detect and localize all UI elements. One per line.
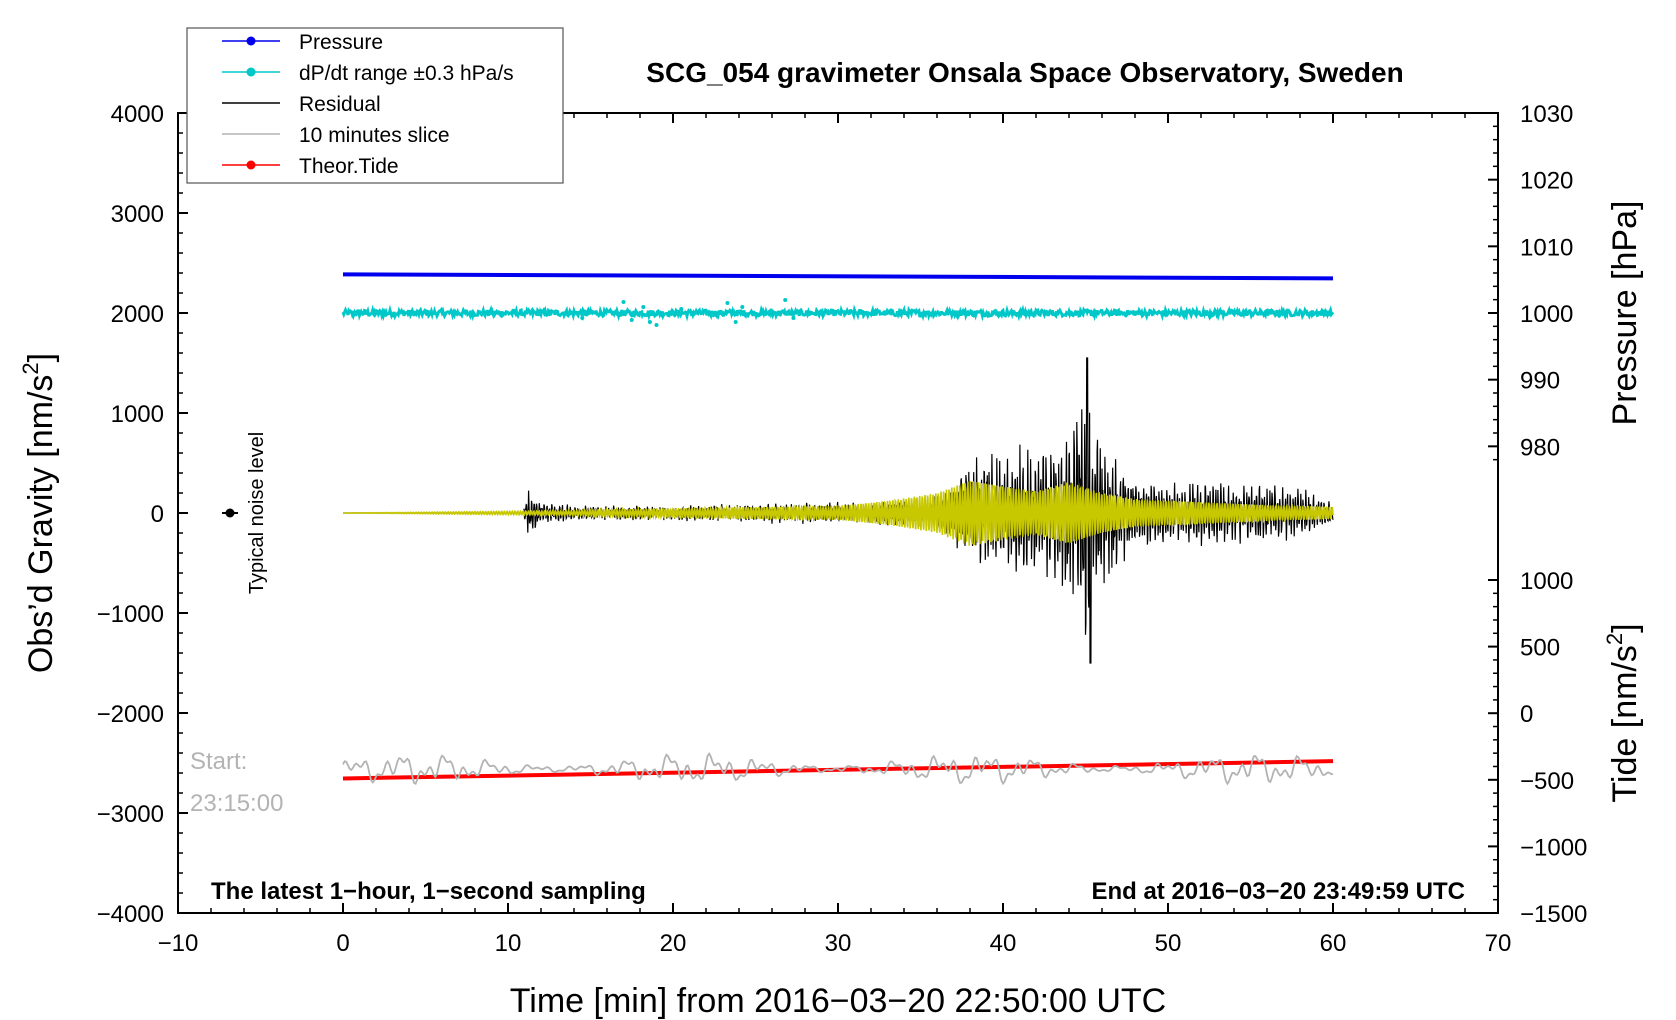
legend-marker-4 <box>246 160 256 170</box>
dpdt-point-10 <box>580 316 585 320</box>
noise-marker: Typical noise level <box>222 432 268 594</box>
y-left-tick-label-7: −3000 <box>97 801 164 828</box>
tide-label-tail: ] <box>1606 623 1644 632</box>
legend-label-4: Theor.Tide <box>299 155 399 178</box>
pressure-tick-label-5: 980 <box>1520 434 1560 461</box>
pressure-line <box>342 272 1334 281</box>
start-time: 23:15:00 <box>190 790 283 817</box>
y-left-tick-label-2: 2000 <box>111 301 164 328</box>
chart-title: SCG_054 gravimeter Onsala Space Observat… <box>646 57 1403 88</box>
x-axis-ticks: −10 0 10 20 30 40 50 60 70 <box>158 113 1512 957</box>
tide-tick-label-0: 1000 <box>1520 568 1573 595</box>
pressure-tick-label-3: 1000 <box>1520 301 1573 328</box>
dpdt-point-1 <box>629 318 634 322</box>
dpdt-point-2 <box>641 305 646 309</box>
x-tick-label-8: 70 <box>1485 930 1512 957</box>
x-axis-label: Time [min] from 2016−03−20 22:50:00 UTC <box>510 982 1166 1020</box>
pressure-tick-label-1: 1020 <box>1520 168 1573 195</box>
y-left-tick-label-4: 0 <box>151 501 164 528</box>
legend-label-3: 10 minutes slice <box>299 124 450 147</box>
noise-dot <box>225 508 235 518</box>
filtered-line <box>343 481 1334 546</box>
dpdt-point-4 <box>654 323 659 327</box>
x-tick-label-4: 30 <box>825 930 852 957</box>
legend-label-0: Pressure <box>299 31 383 54</box>
dpdt-point-0 <box>621 300 626 304</box>
y-left-tick-label-8: −4000 <box>97 901 164 928</box>
y-left-tick-label-6: −2000 <box>97 701 164 728</box>
x-tick-label-6: 50 <box>1155 930 1182 957</box>
legend: Pressure dP/dt range ±0.3 hPa/s Residual 10… <box>186 27 564 184</box>
pressure-tick-label-4: 990 <box>1520 368 1560 395</box>
y-left-label-sup: 2 <box>18 362 43 374</box>
x-tick-label-2: 10 <box>495 930 522 957</box>
legend-marker-0 <box>246 36 256 46</box>
x-tick-label-3: 20 <box>660 930 687 957</box>
tide-label-main: Tide [nm/s <box>1606 645 1644 802</box>
tide-label-sup: 2 <box>1602 633 1627 645</box>
y-left-label-tail: ] <box>22 353 60 362</box>
x-tick-label-7: 60 <box>1320 930 1347 957</box>
x-tick-label-0: −10 <box>158 930 199 957</box>
pressure-axis-ticks: 1030 1020 1010 1000 990 980 <box>1488 101 1573 461</box>
y-left-tick-label-3: 1000 <box>111 401 164 428</box>
dpdt-point-8 <box>783 298 788 302</box>
y-left-axis-label: Obs’d Gravity [nm/s2] <box>18 353 60 673</box>
x-tick-label-5: 40 <box>990 930 1017 957</box>
dpdt-point-9 <box>791 316 796 320</box>
pressure-tick-label-0: 1030 <box>1520 101 1573 128</box>
y-left-tick-label-1: 3000 <box>111 201 164 228</box>
footer-right: End at 2016−03−20 23:49:59 UTC <box>1091 878 1465 905</box>
dpdt-point-6 <box>733 320 738 324</box>
pressure-axis-label: Pressure [hPa] <box>1606 201 1644 426</box>
noise-label: Typical noise level <box>246 432 268 594</box>
start-label: Start: <box>190 748 247 775</box>
y-left-label-main: Obs’d Gravity [nm/s <box>22 375 60 674</box>
y-left-tick-label-0: 4000 <box>111 101 164 128</box>
legend-label-1: dP/dt range ±0.3 hPa/s <box>299 62 514 85</box>
x-tick-label-1: 0 <box>336 930 349 957</box>
tide-axis-ticks: 1000 500 0 −500 −1000 −1500 <box>1488 568 1587 928</box>
tide-tick-label-2: 0 <box>1520 701 1533 728</box>
pressure-tick-label-2: 1010 <box>1520 234 1573 261</box>
dpdt-point-11 <box>679 307 684 311</box>
tide-tick-label-5: −1500 <box>1520 901 1587 928</box>
y-left-axis-ticks: 4000 3000 2000 1000 0 −1000 −2000 −3000 −4000 <box>97 101 188 928</box>
y-left-tick-label-5: −1000 <box>97 601 164 628</box>
tide-axis-label: Tide [nm/s2] <box>1602 623 1644 802</box>
tide-tick-label-4: −1000 <box>1520 834 1587 861</box>
legend-items: Pressure dP/dt range ±0.3 hPa/s Residual 10… <box>222 31 514 178</box>
data-layer <box>341 272 1335 786</box>
slice-line <box>342 752 1334 786</box>
tide-tick-label-3: −500 <box>1520 768 1574 795</box>
dpdt-line <box>341 304 1335 322</box>
dpdt-point-7 <box>740 305 745 309</box>
tide-tick-label-1: 500 <box>1520 635 1560 662</box>
footer-left: The latest 1−hour, 1−second sampling <box>211 878 646 905</box>
dpdt-point-5 <box>725 301 730 305</box>
legend-label-2: Residual <box>299 93 381 116</box>
legend-box <box>186 27 564 184</box>
legend-marker-1 <box>246 67 256 77</box>
dpdt-point-3 <box>647 320 652 324</box>
